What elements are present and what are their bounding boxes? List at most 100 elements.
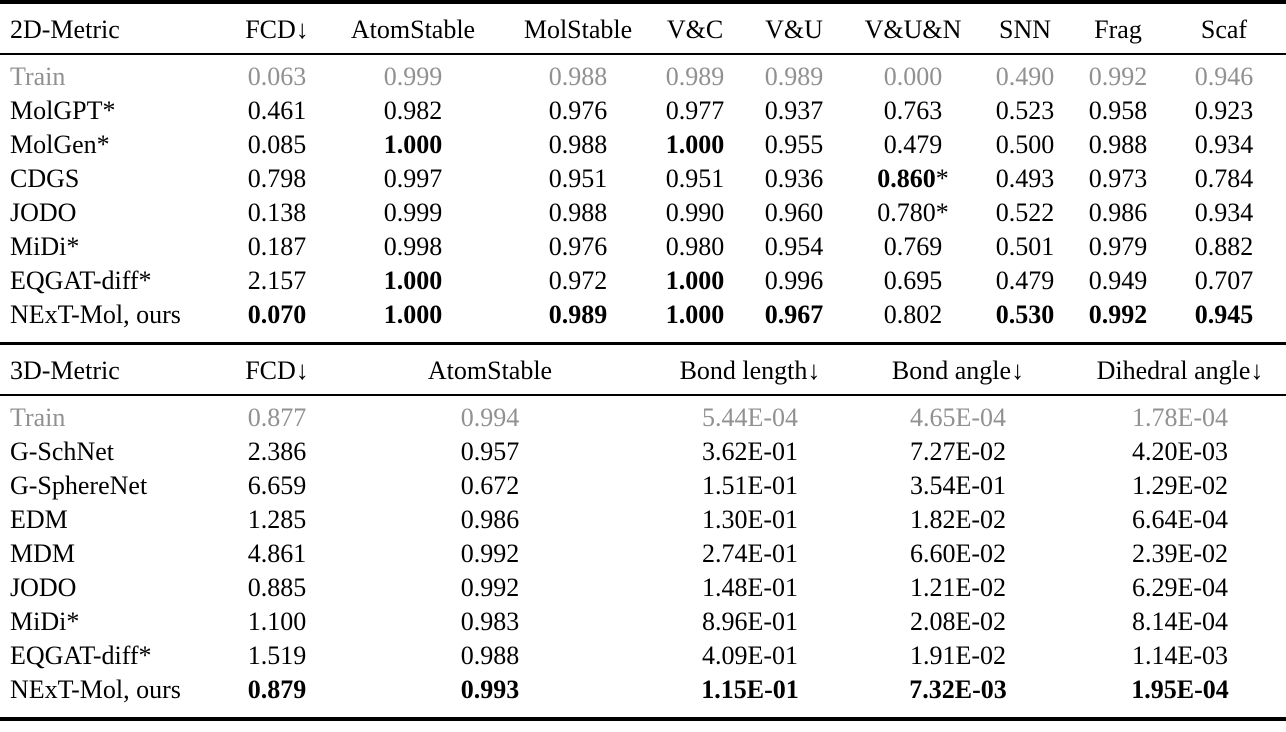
metric-value-cell: 4.65E-04: [909, 403, 1007, 432]
metric-value-cell: 0.999: [383, 198, 443, 227]
metric-value-cell: 2.08E-02: [909, 607, 1007, 636]
metric-value-cell: 6.64E-04: [1131, 505, 1229, 534]
metric-value-cell: 0.934: [1194, 198, 1254, 227]
metric-value-cell: 7.27E-02: [909, 437, 1007, 466]
metric-value-cell: 0.997: [383, 164, 443, 193]
model-name-cell: EQGAT-diff*: [10, 266, 152, 295]
column-header: Scaf: [1162, 2, 1286, 55]
model-name-cell: G-SphereNet: [10, 471, 148, 500]
metric-value-cell: 0.936: [764, 164, 824, 193]
model-name-cell: EQGAT-diff*: [10, 641, 152, 670]
metric-value-cell: 0.695: [883, 266, 943, 295]
metric-value-cell: 2.157: [247, 266, 307, 295]
model-name-cell: MolGPT*: [10, 96, 116, 125]
metric-value-cell: 0.986: [460, 505, 520, 534]
metric-value-cell: 1.000: [383, 300, 443, 329]
metric-value-cell: 8.14E-04: [1131, 607, 1229, 636]
metric-value-cell: 3.62E-01: [701, 437, 799, 466]
table-row: CDGS 0.798 0.997 0.951 0.951 0.936 0.860* 0.493…: [0, 162, 1286, 196]
metric-value-cell: 0.500: [995, 130, 1055, 159]
metric-type-header: 3D-Metric: [0, 343, 232, 396]
metric-value-cell: 1.51E-01: [701, 471, 799, 500]
metric-value-cell: 0.085: [247, 130, 307, 159]
column-header: Bond angle↓: [842, 343, 1074, 396]
metric-value-cell: 0.967: [764, 300, 824, 329]
table-3d-metrics: 3D-Metric FCD↓ AtomStable Bond length↓ Bond …: [0, 342, 1286, 721]
metric-value-cell: 0.946: [1194, 62, 1254, 91]
metric-value-cell: 1.100: [247, 607, 307, 636]
metric-value-cell: 2.39E-02: [1131, 539, 1229, 568]
metric-value-cell: 0.973: [1088, 164, 1148, 193]
table-row: MolGen* 0.085 1.000 0.988 1.000 0.955 0.479 0.5…: [0, 128, 1286, 162]
metric-value-cell: 0.945: [1194, 300, 1254, 329]
metric-value-cell: 0.187: [247, 232, 307, 261]
table-3d-body: Train 0.877 0.994 5.44E-04 4.65E-04 1.78E-04 G…: [0, 395, 1286, 719]
metric-value-cell: 1.000: [665, 300, 725, 329]
metric-value-cell: 0.992: [1088, 300, 1148, 329]
metric-value-cell: 0.999: [383, 62, 443, 91]
metric-value-cell: 0.988: [460, 641, 520, 670]
metric-value-cell: 0.972: [548, 266, 608, 295]
table-3d-header-row: 3D-Metric FCD↓ AtomStable Bond length↓ Bond …: [0, 343, 1286, 396]
metric-value-cell: 0.986: [1088, 198, 1148, 227]
metric-value-cell: 2.74E-01: [701, 539, 799, 568]
metric-value-cell: 0.988: [1088, 130, 1148, 159]
metric-value-cell: 7.32E-03: [909, 675, 1007, 704]
table-row: G-SchNet 2.386 0.957 3.62E-01 7.27E-02 4.20E-…: [0, 435, 1286, 469]
metric-value-cell: 0.860*: [877, 164, 949, 193]
metric-value-cell: 4.09E-01: [701, 641, 799, 670]
metric-value-cell: 0.934: [1194, 130, 1254, 159]
metric-value-cell: 0.479: [883, 130, 943, 159]
metric-value-cell: 0.493: [995, 164, 1055, 193]
metric-value-cell: 1.000: [383, 130, 443, 159]
metric-value-cell: 0.138: [247, 198, 307, 227]
column-header: V&C: [652, 2, 738, 55]
metric-value-cell: 0.992: [460, 573, 520, 602]
metric-value-cell: 1.91E-02: [909, 641, 1007, 670]
metric-value-cell: 0.998: [383, 232, 443, 261]
metric-value-cell: 0.988: [548, 62, 608, 91]
table-row: MiDi* 1.100 0.983 8.96E-01 2.08E-02 8.14E-04: [0, 605, 1286, 639]
column-header: Bond length↓: [658, 343, 842, 396]
metric-value-cell: 0.461: [247, 96, 307, 125]
column-header: SNN: [976, 2, 1074, 55]
metric-value-cell: 0.957: [460, 437, 520, 466]
metric-value-cell: 0.780*: [877, 198, 949, 227]
metric-value-cell: 8.96E-01: [701, 607, 799, 636]
metric-value-cell: 0.983: [460, 607, 520, 636]
metric-value-cell: 0.763: [883, 96, 943, 125]
metric-value-cell: 0.522: [995, 198, 1055, 227]
column-header: Frag: [1074, 2, 1162, 55]
metric-value-cell: 0.063: [247, 62, 307, 91]
metric-value-cell: 1.15E-01: [701, 675, 799, 704]
metric-value-cell: 0.879: [247, 675, 307, 704]
column-header: Dihedral angle↓: [1074, 343, 1286, 396]
table-row: MiDi* 0.187 0.998 0.976 0.980 0.954 0.769 0.501…: [0, 230, 1286, 264]
column-header: AtomStable: [322, 343, 658, 396]
model-name-cell: Train: [10, 62, 66, 91]
table-row: JODO 0.885 0.992 1.48E-01 1.21E-02 6.29E-04: [0, 571, 1286, 605]
metric-value-cell: 0.994: [460, 403, 520, 432]
model-name-cell: NExT-Mol, ours: [10, 300, 181, 329]
metric-value-cell: 1.000: [383, 266, 443, 295]
column-header: MolStable: [504, 2, 652, 55]
metric-value-cell: 0.769: [883, 232, 943, 261]
metric-value-cell: 1.285: [247, 505, 307, 534]
table-2d-metrics: 2D-Metric FCD↓ AtomStable MolStable V&C V&U V&…: [0, 0, 1286, 342]
metric-value-cell: 4.861: [247, 539, 307, 568]
metric-value-cell: 0.923: [1194, 96, 1254, 125]
metric-value-cell: 1.21E-02: [909, 573, 1007, 602]
metric-value-cell: 1.30E-01: [701, 505, 799, 534]
metric-value-cell: 0.707: [1194, 266, 1254, 295]
metric-value-cell: 3.54E-01: [909, 471, 1007, 500]
table-row: EQGAT-diff* 2.157 1.000 0.972 1.000 0.996 0.69…: [0, 264, 1286, 298]
model-name-cell: Train: [10, 403, 66, 432]
metric-value-cell: 0.937: [764, 96, 824, 125]
metric-value-cell: 0.501: [995, 232, 1055, 261]
table-row: JODO 0.138 0.999 0.988 0.990 0.960 0.780* 0.522…: [0, 196, 1286, 230]
metric-value-cell: 0.951: [548, 164, 608, 193]
model-name-cell: JODO: [10, 573, 77, 602]
metric-value-cell: 0.000: [883, 62, 943, 91]
model-name-cell: CDGS: [10, 164, 80, 193]
metric-value-cell: 0.988: [548, 198, 608, 227]
